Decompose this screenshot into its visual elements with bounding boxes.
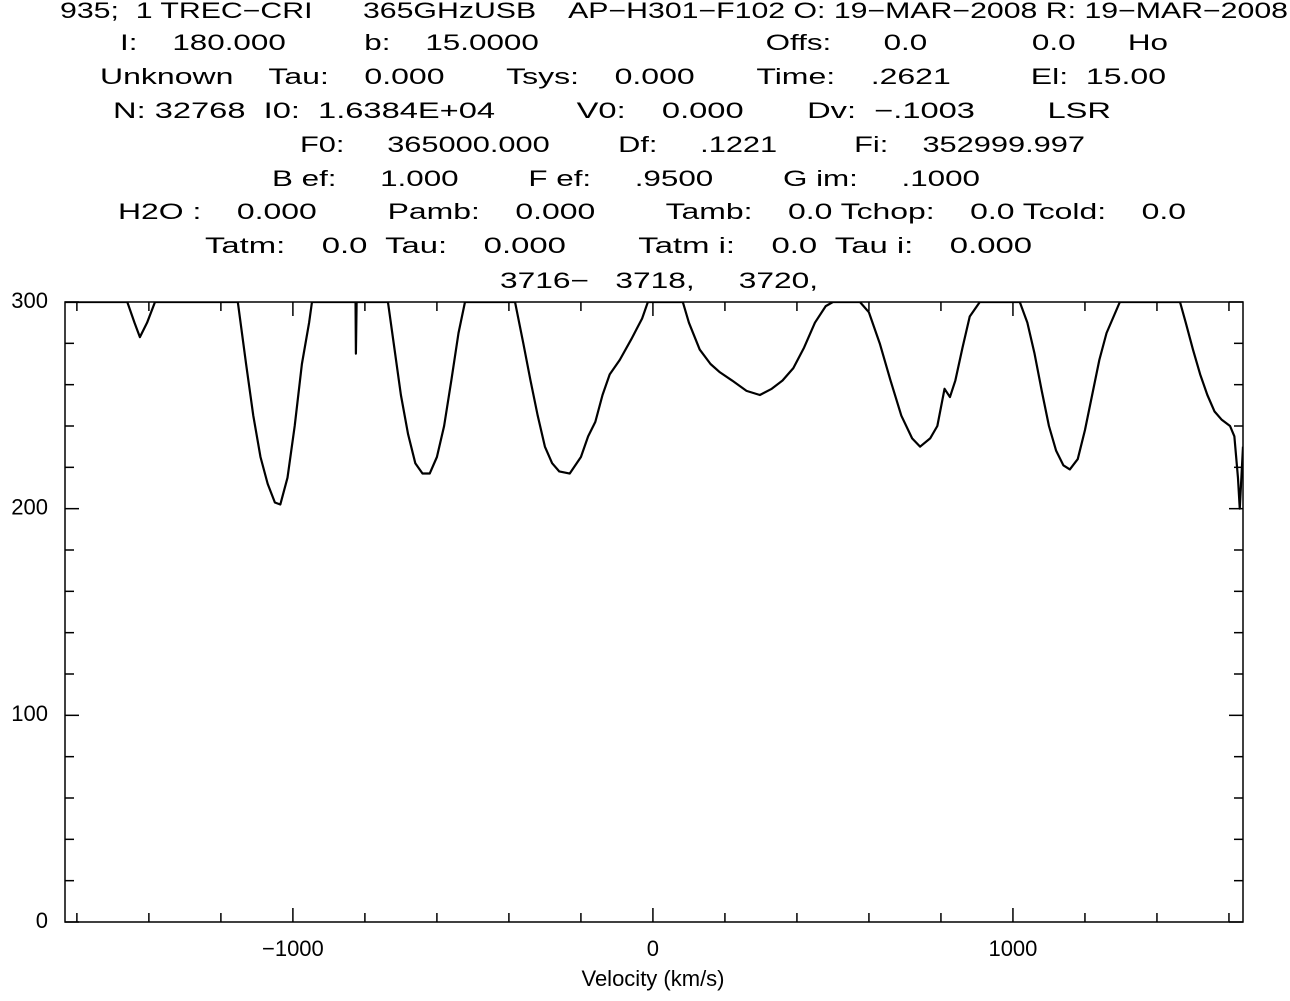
x-tick-label: 1000 — [988, 936, 1037, 961]
header-line: Unknown Tau: 0.000 Tsys: 0.000 Time: .26… — [100, 64, 1166, 89]
y-tick-label: 0 — [36, 908, 48, 933]
header-line: F0: 365000.000 Df: .1221 Fi: 352999.997 — [300, 132, 1085, 157]
header-line: 3716− 3718, 3720, — [500, 268, 818, 293]
header-line: B ef: 1.000 F ef: .9500 G im: .1000 — [272, 166, 980, 191]
x-tick-label: −1000 — [262, 936, 324, 961]
header-line: Tatm: 0.0 Tau: 0.000 Tatm i: 0.0 Tau i: … — [205, 233, 1032, 258]
header-line: 935; 1 TREC−CRI 365GHzUSB AP−H301−F102 O… — [60, 0, 1288, 23]
x-axis-label: Velocity (km/s) — [581, 966, 724, 991]
y-tick-label: 300 — [11, 288, 48, 313]
header-line: N: 32768 I0: 1.6384E+04 V0: 0.000 Dv: −.… — [113, 98, 1111, 123]
y-tick-label: 100 — [11, 701, 48, 726]
header-line: H2O : 0.000 Pamb: 0.000 Tamb: 0.0 Tchop:… — [118, 199, 1186, 224]
y-tick-label: 200 — [11, 494, 48, 519]
header-line: I: 180.000 b: 15.0000 Offs: 0.0 0.0 Ho — [120, 30, 1168, 55]
spectrum-line — [65, 302, 1243, 510]
x-tick-label: 0 — [647, 936, 659, 961]
plot-frame — [64, 301, 1244, 923]
